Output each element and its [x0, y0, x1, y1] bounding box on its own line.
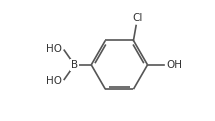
Text: HO: HO: [46, 76, 62, 86]
Text: B: B: [71, 60, 78, 70]
Text: Cl: Cl: [132, 13, 142, 23]
Text: HO: HO: [46, 44, 62, 54]
Text: OH: OH: [166, 60, 183, 70]
